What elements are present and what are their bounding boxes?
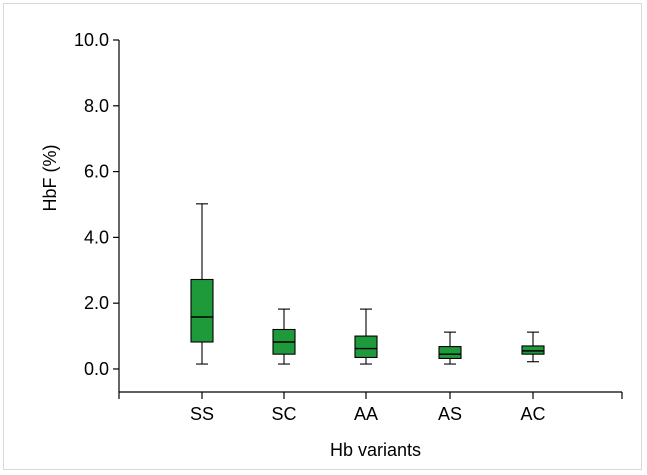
chart-frame: 0.0 2.0 4.0 6.0 8.0 10.0 SS SC AA AS AC Hb varian… xyxy=(3,3,642,470)
boxes xyxy=(190,203,545,365)
box-ss xyxy=(190,203,214,365)
x-tick-label: SC xyxy=(271,404,296,424)
box-iqr xyxy=(354,335,378,359)
box-iqr xyxy=(521,345,545,355)
box-plot-chart: 0.0 2.0 4.0 6.0 8.0 10.0 SS SC AA AS AC Hb varian… xyxy=(40,30,623,460)
box-ac xyxy=(521,331,545,363)
box-iqr xyxy=(190,278,214,343)
box-iqr xyxy=(438,346,462,359)
x-tick-label: AS xyxy=(438,404,462,424)
x-tick-label: AC xyxy=(520,404,545,424)
axes xyxy=(118,40,622,393)
y-tick-label: 10.0 xyxy=(74,30,109,50)
y-tick-label: 0.0 xyxy=(84,359,109,379)
y-ticks: 0.0 2.0 4.0 6.0 8.0 10.0 xyxy=(74,30,119,379)
box-aa xyxy=(354,308,378,365)
y-tick-label: 6.0 xyxy=(84,162,109,182)
y-axis-title: HbF (%) xyxy=(40,145,60,212)
y-tick-label: 2.0 xyxy=(84,293,109,313)
box-sc xyxy=(272,308,296,365)
x-axis-title: Hb variants xyxy=(330,440,421,460)
y-tick-label: 8.0 xyxy=(84,96,109,116)
y-tick-label: 4.0 xyxy=(84,227,109,247)
x-tick-label: AA xyxy=(354,404,378,424)
box-as xyxy=(438,331,462,365)
x-ticks: SS SC AA AS AC xyxy=(118,392,623,424)
x-tick-label: SS xyxy=(190,404,214,424)
